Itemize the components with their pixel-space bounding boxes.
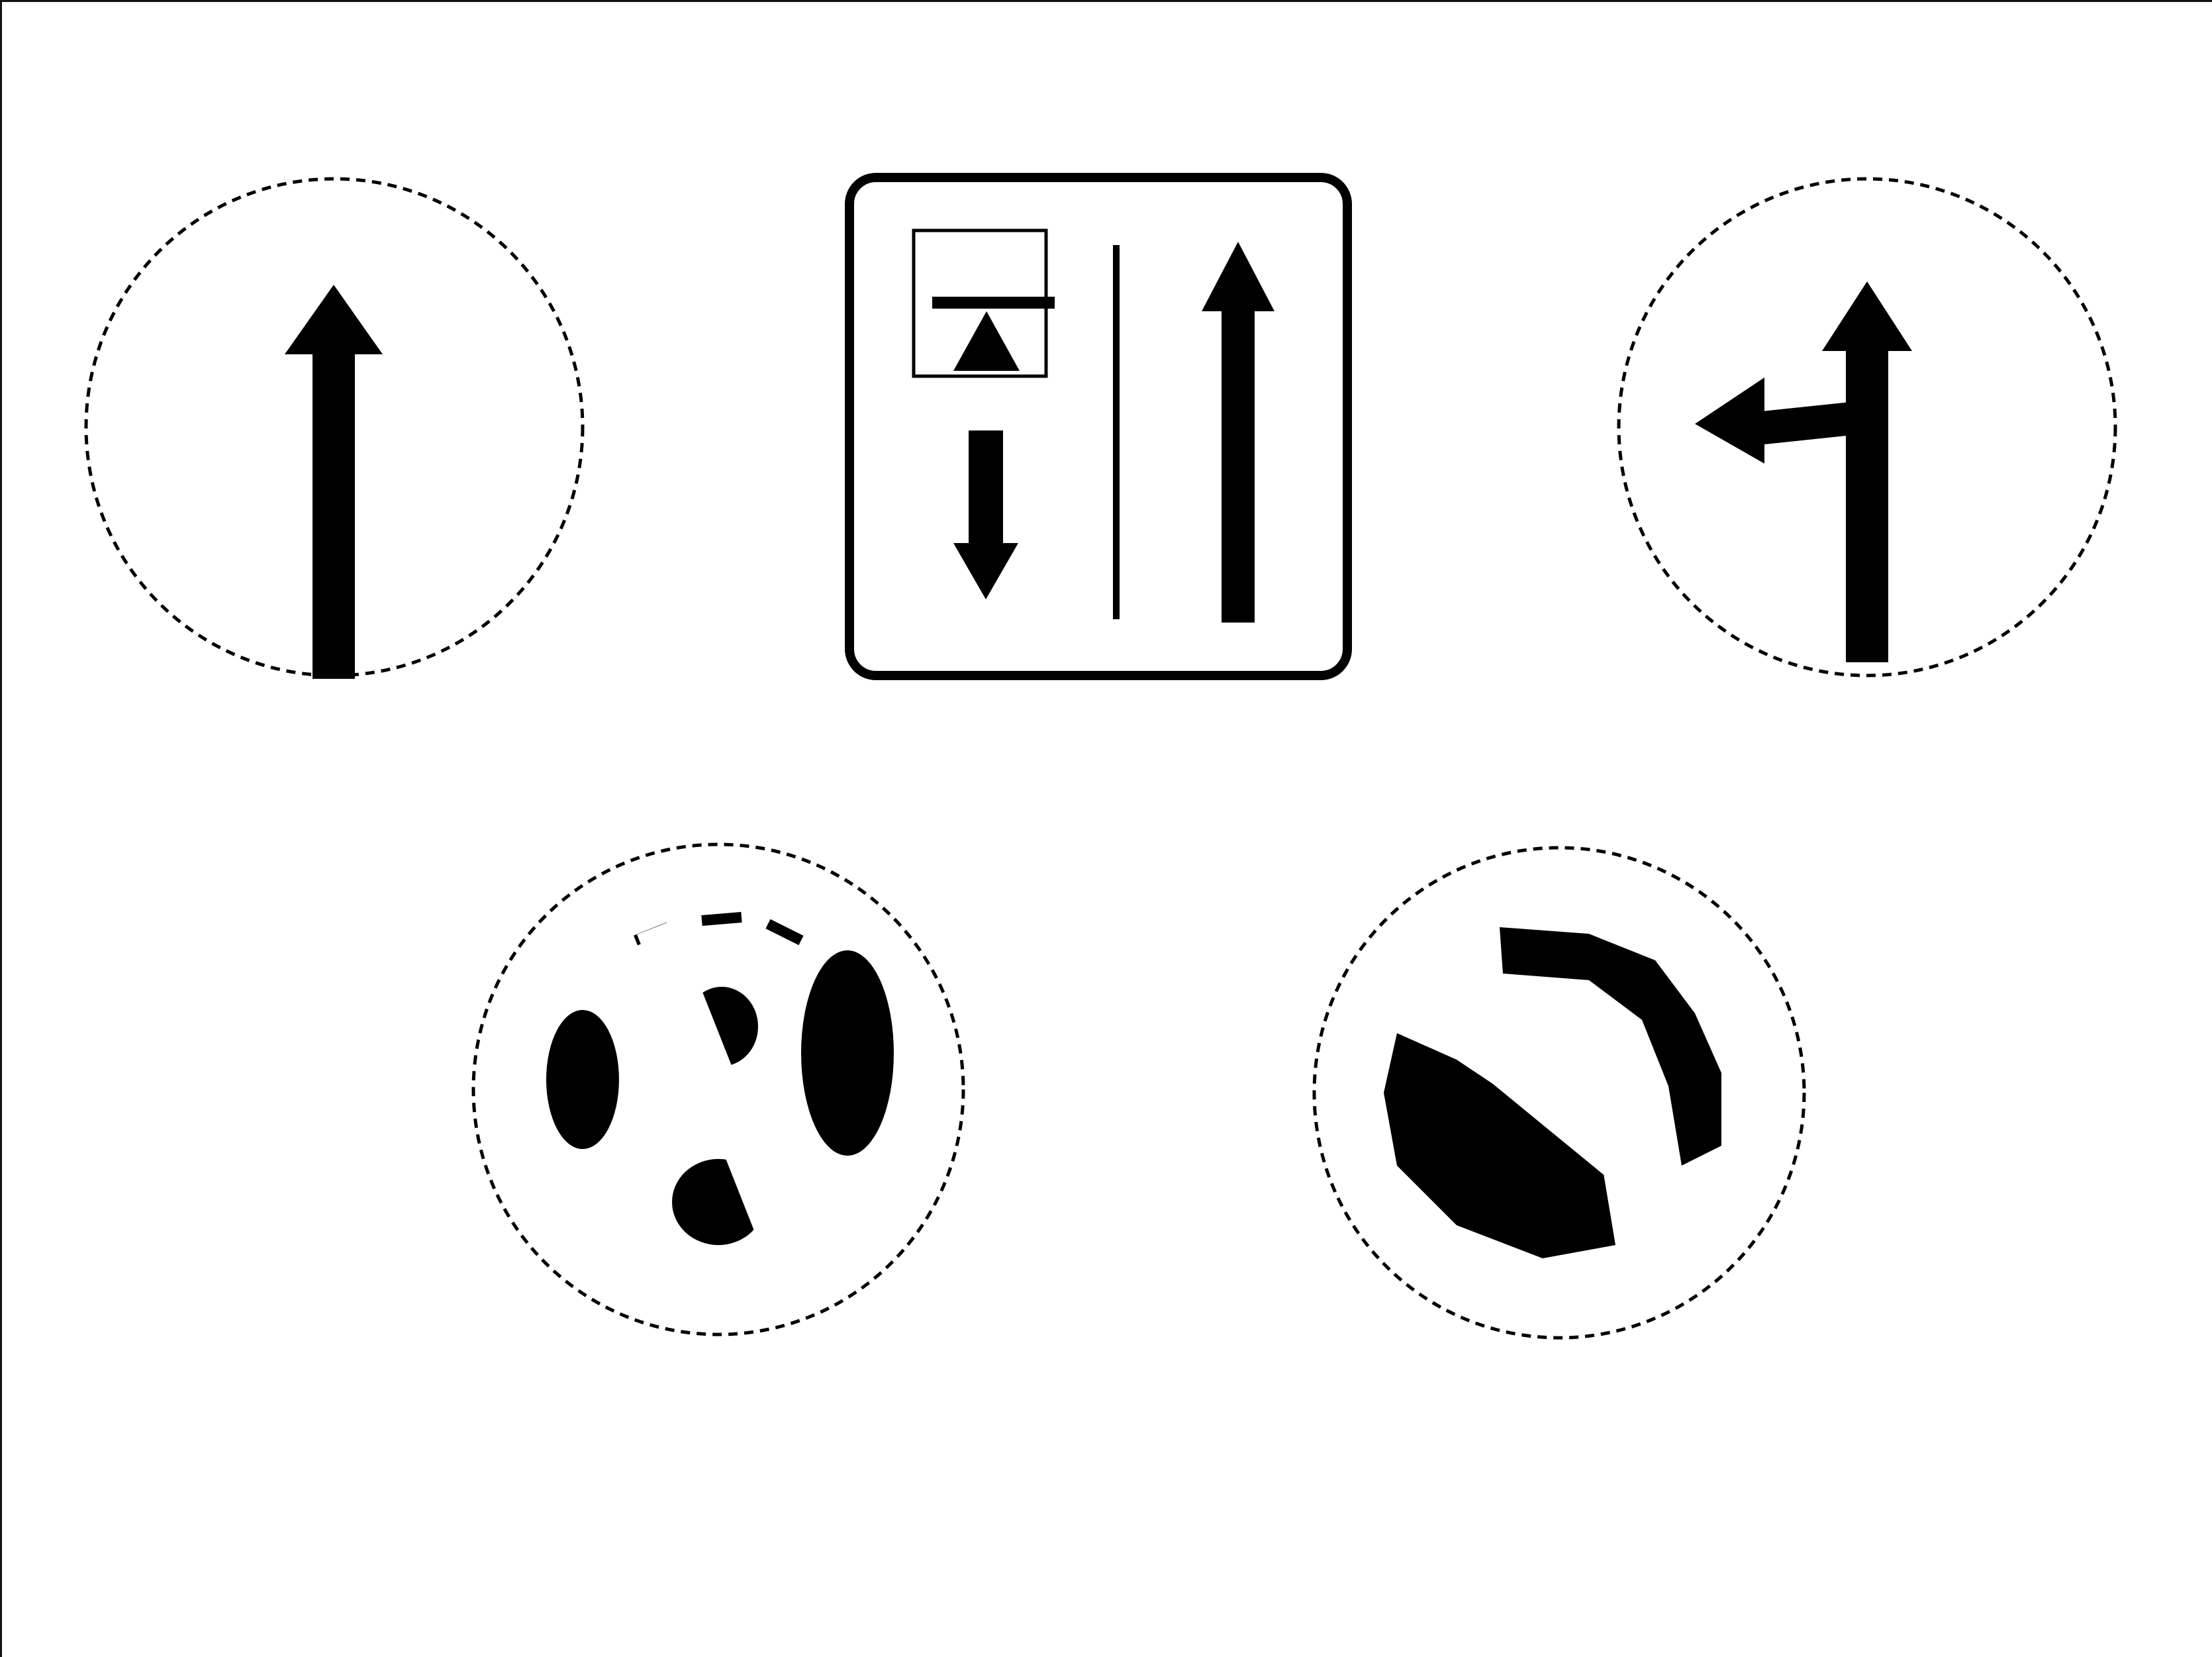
arrow-left-icon — [1695, 377, 1764, 464]
sign-border-circle — [1617, 177, 2117, 678]
arrow-shaft — [1846, 331, 1888, 662]
u-turn-top-band — [1500, 927, 1721, 1166]
arrow-shaft — [313, 334, 355, 679]
lane-end-outline — [912, 228, 1048, 378]
sign-straight-ahead-only — [84, 177, 585, 679]
arrow-up-shaft — [1222, 298, 1255, 623]
lane-end-bar-icon — [932, 297, 1055, 309]
prohibition-slash — [1404, 988, 1625, 1178]
sign-border-circle — [471, 842, 965, 1336]
sign-no-u-turn-b — [1312, 846, 1806, 1340]
board-outline — [845, 173, 1352, 680]
arrow-up-icon — [285, 285, 383, 354]
sign-border-circle — [1312, 846, 1806, 1340]
arrow-up-icon — [1202, 242, 1274, 311]
lane-divider-line — [1113, 245, 1120, 619]
sign-lane-direction-board — [845, 173, 1352, 680]
u-turn-lower-blot — [1384, 1033, 1615, 1258]
left-branch-shaft — [1753, 401, 1856, 446]
left-blot — [546, 1010, 619, 1149]
arrow-up-icon — [1822, 281, 1912, 351]
arrow-up-small-icon — [953, 311, 1020, 371]
prohibition-slash — [637, 919, 800, 1253]
sign-straight-or-left-turn — [1617, 177, 2117, 678]
arrow-down-icon — [953, 543, 1018, 599]
right-blot — [801, 950, 894, 1156]
sign-no-u-turn-a — [471, 842, 965, 1336]
